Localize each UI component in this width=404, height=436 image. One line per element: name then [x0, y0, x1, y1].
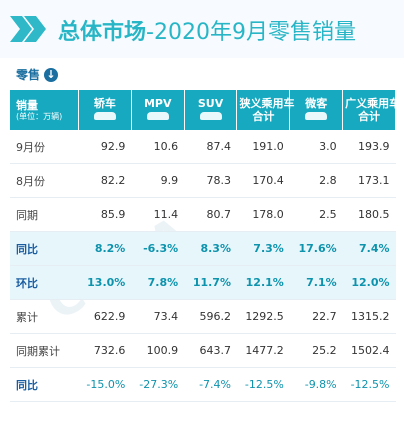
table-cell: 7.3% [236, 231, 290, 266]
title-rest: -2020年9月零售销量 [146, 20, 356, 45]
column-header-line2: 合计 [358, 110, 381, 123]
row-label: 累计 [10, 299, 79, 334]
table-cell: 12.0% [342, 265, 396, 300]
table-row: 9月份 92.9 10.6 87.4 191.0 3.0 193.9 [10, 130, 396, 164]
table-cell: 10.6 [131, 130, 185, 164]
mpv-icon [146, 112, 169, 120]
table-cell: 180.5 [342, 197, 396, 232]
table-cell: 2.8 [289, 163, 343, 198]
table-cell: 170.4 [236, 163, 290, 198]
table-cell: 12.1% [236, 265, 290, 300]
table-cell: 8.2% [78, 231, 132, 266]
table-cell: 622.9 [78, 299, 132, 334]
table-cell: -9.8% [289, 367, 343, 402]
header-label: 销量 [16, 98, 38, 112]
table-row: 8月份 82.2 9.9 78.3 170.4 2.8 173.1 [10, 163, 396, 198]
column-header: 狭义乘用车 合计 [236, 90, 295, 130]
header-label-cell: 销量 (单位：万辆) [10, 90, 79, 130]
table-cell: 7.1% [289, 265, 343, 300]
table-cell: -27.3% [131, 367, 185, 402]
table-cell: 1315.2 [342, 299, 396, 334]
column-header: MPV [131, 90, 185, 130]
table-cell: 191.0 [236, 130, 290, 164]
column-header-line1: 轿车 [93, 97, 116, 110]
table-cell: 643.7 [184, 333, 237, 368]
table-cell: 22.7 [289, 299, 343, 334]
table-header-row: 销量 (单位：万辆) 轿车 MPV SUV 狭义乘用车 合计 微客 [10, 90, 401, 130]
table-body: 9月份 92.9 10.6 87.4 191.0 3.0 193.9 8月份 82.2 9.9 78… [10, 130, 396, 402]
column-header-line1: SUV [197, 97, 224, 110]
table-cell: 85.9 [78, 197, 132, 232]
table-cell: -6.3% [131, 231, 185, 266]
title-bar: 总体市场-2020年9月零售销量 [0, 0, 404, 58]
column-header-line1: 微客 [305, 97, 328, 110]
table-cell: 87.4 [184, 130, 237, 164]
row-label: 8月份 [10, 163, 79, 198]
table-cell: 11.7% [184, 265, 237, 300]
column-header-line1: MPV [143, 97, 172, 110]
sales-table: 销量 (单位：万辆) 轿车 MPV SUV 狭义乘用车 合计 微客 [10, 90, 401, 402]
table-cell: -15.0% [78, 367, 132, 402]
row-label: 同比 [10, 231, 79, 266]
table-row: 同比 8.2% -6.3% 8.3% 7.3% 17.6% 7.4% [10, 231, 396, 266]
suv-icon [199, 112, 222, 120]
table-cell: 596.2 [184, 299, 237, 334]
column-header-line1: 狭义乘用车 [239, 97, 295, 110]
table-cell: 9.9 [131, 163, 185, 198]
table-cell: 3.0 [289, 130, 343, 164]
table-row: 环比 13.0% 7.8% 11.7% 12.1% 7.1% 12.0% [10, 265, 396, 300]
table-cell: 78.3 [184, 163, 237, 198]
down-arrow-icon: ↓ [44, 67, 59, 82]
page-title: 总体市场-2020年9月零售销量 [58, 14, 356, 46]
sedan-icon [93, 112, 116, 120]
table-row: 同比 -15.0% -27.3% -7.4% -12.5% -9.8% -12.5% [10, 367, 396, 402]
section-subtitle: 零售 ↓ [16, 66, 59, 83]
table-cell: 7.8% [131, 265, 185, 300]
table-row: 累计 622.9 73.4 596.2 1292.5 22.7 1315.2 [10, 299, 396, 334]
column-header-line2: 合计 [252, 110, 275, 123]
table-row: 同期累计 732.6 100.9 643.7 1477.2 25.2 1502.4 [10, 333, 396, 368]
table-cell: 92.9 [78, 130, 132, 164]
table-cell: 1292.5 [236, 299, 290, 334]
table-cell: 80.7 [184, 197, 237, 232]
column-header-line1: 广义乘用车 [345, 97, 401, 110]
row-label: 同比 [10, 367, 79, 402]
table-cell: 73.4 [131, 299, 185, 334]
table-cell: 13.0% [78, 265, 132, 300]
row-label: 同期累计 [10, 333, 79, 368]
row-label: 9月份 [10, 130, 79, 164]
table-cell: 732.6 [78, 333, 132, 368]
subtitle-text: 零售 [16, 68, 41, 82]
table-cell: 173.1 [342, 163, 396, 198]
table-cell: 2.5 [289, 197, 343, 232]
table-cell: 7.4% [342, 231, 396, 266]
column-header: 广义乘用车 合计 [342, 90, 401, 130]
minivan-icon [305, 112, 328, 120]
table-cell: 8.3% [184, 231, 237, 266]
table-cell: -12.5% [342, 367, 396, 402]
table-cell: 100.9 [131, 333, 185, 368]
double-chevron-icon [10, 16, 46, 42]
table-cell: -7.4% [184, 367, 237, 402]
row-label: 环比 [10, 265, 79, 300]
title-main: 总体市场 [58, 20, 147, 45]
row-label: 同期 [10, 197, 79, 232]
header-unit: (单位：万辆) [16, 111, 63, 121]
table-cell: 178.0 [236, 197, 290, 232]
table-cell: -12.5% [236, 367, 290, 402]
table-cell: 25.2 [289, 333, 343, 368]
table-cell: 193.9 [342, 130, 396, 164]
column-header: 微客 [289, 90, 344, 130]
table-cell: 11.4 [131, 197, 185, 232]
table-cell: 17.6% [289, 231, 343, 266]
column-header: SUV [184, 90, 238, 130]
table-cell: 1477.2 [236, 333, 290, 368]
column-header: 轿车 [78, 90, 132, 130]
table-cell: 1502.4 [342, 333, 396, 368]
table-row: 同期 85.9 11.4 80.7 178.0 2.5 180.5 [10, 197, 396, 232]
table-cell: 82.2 [78, 163, 132, 198]
